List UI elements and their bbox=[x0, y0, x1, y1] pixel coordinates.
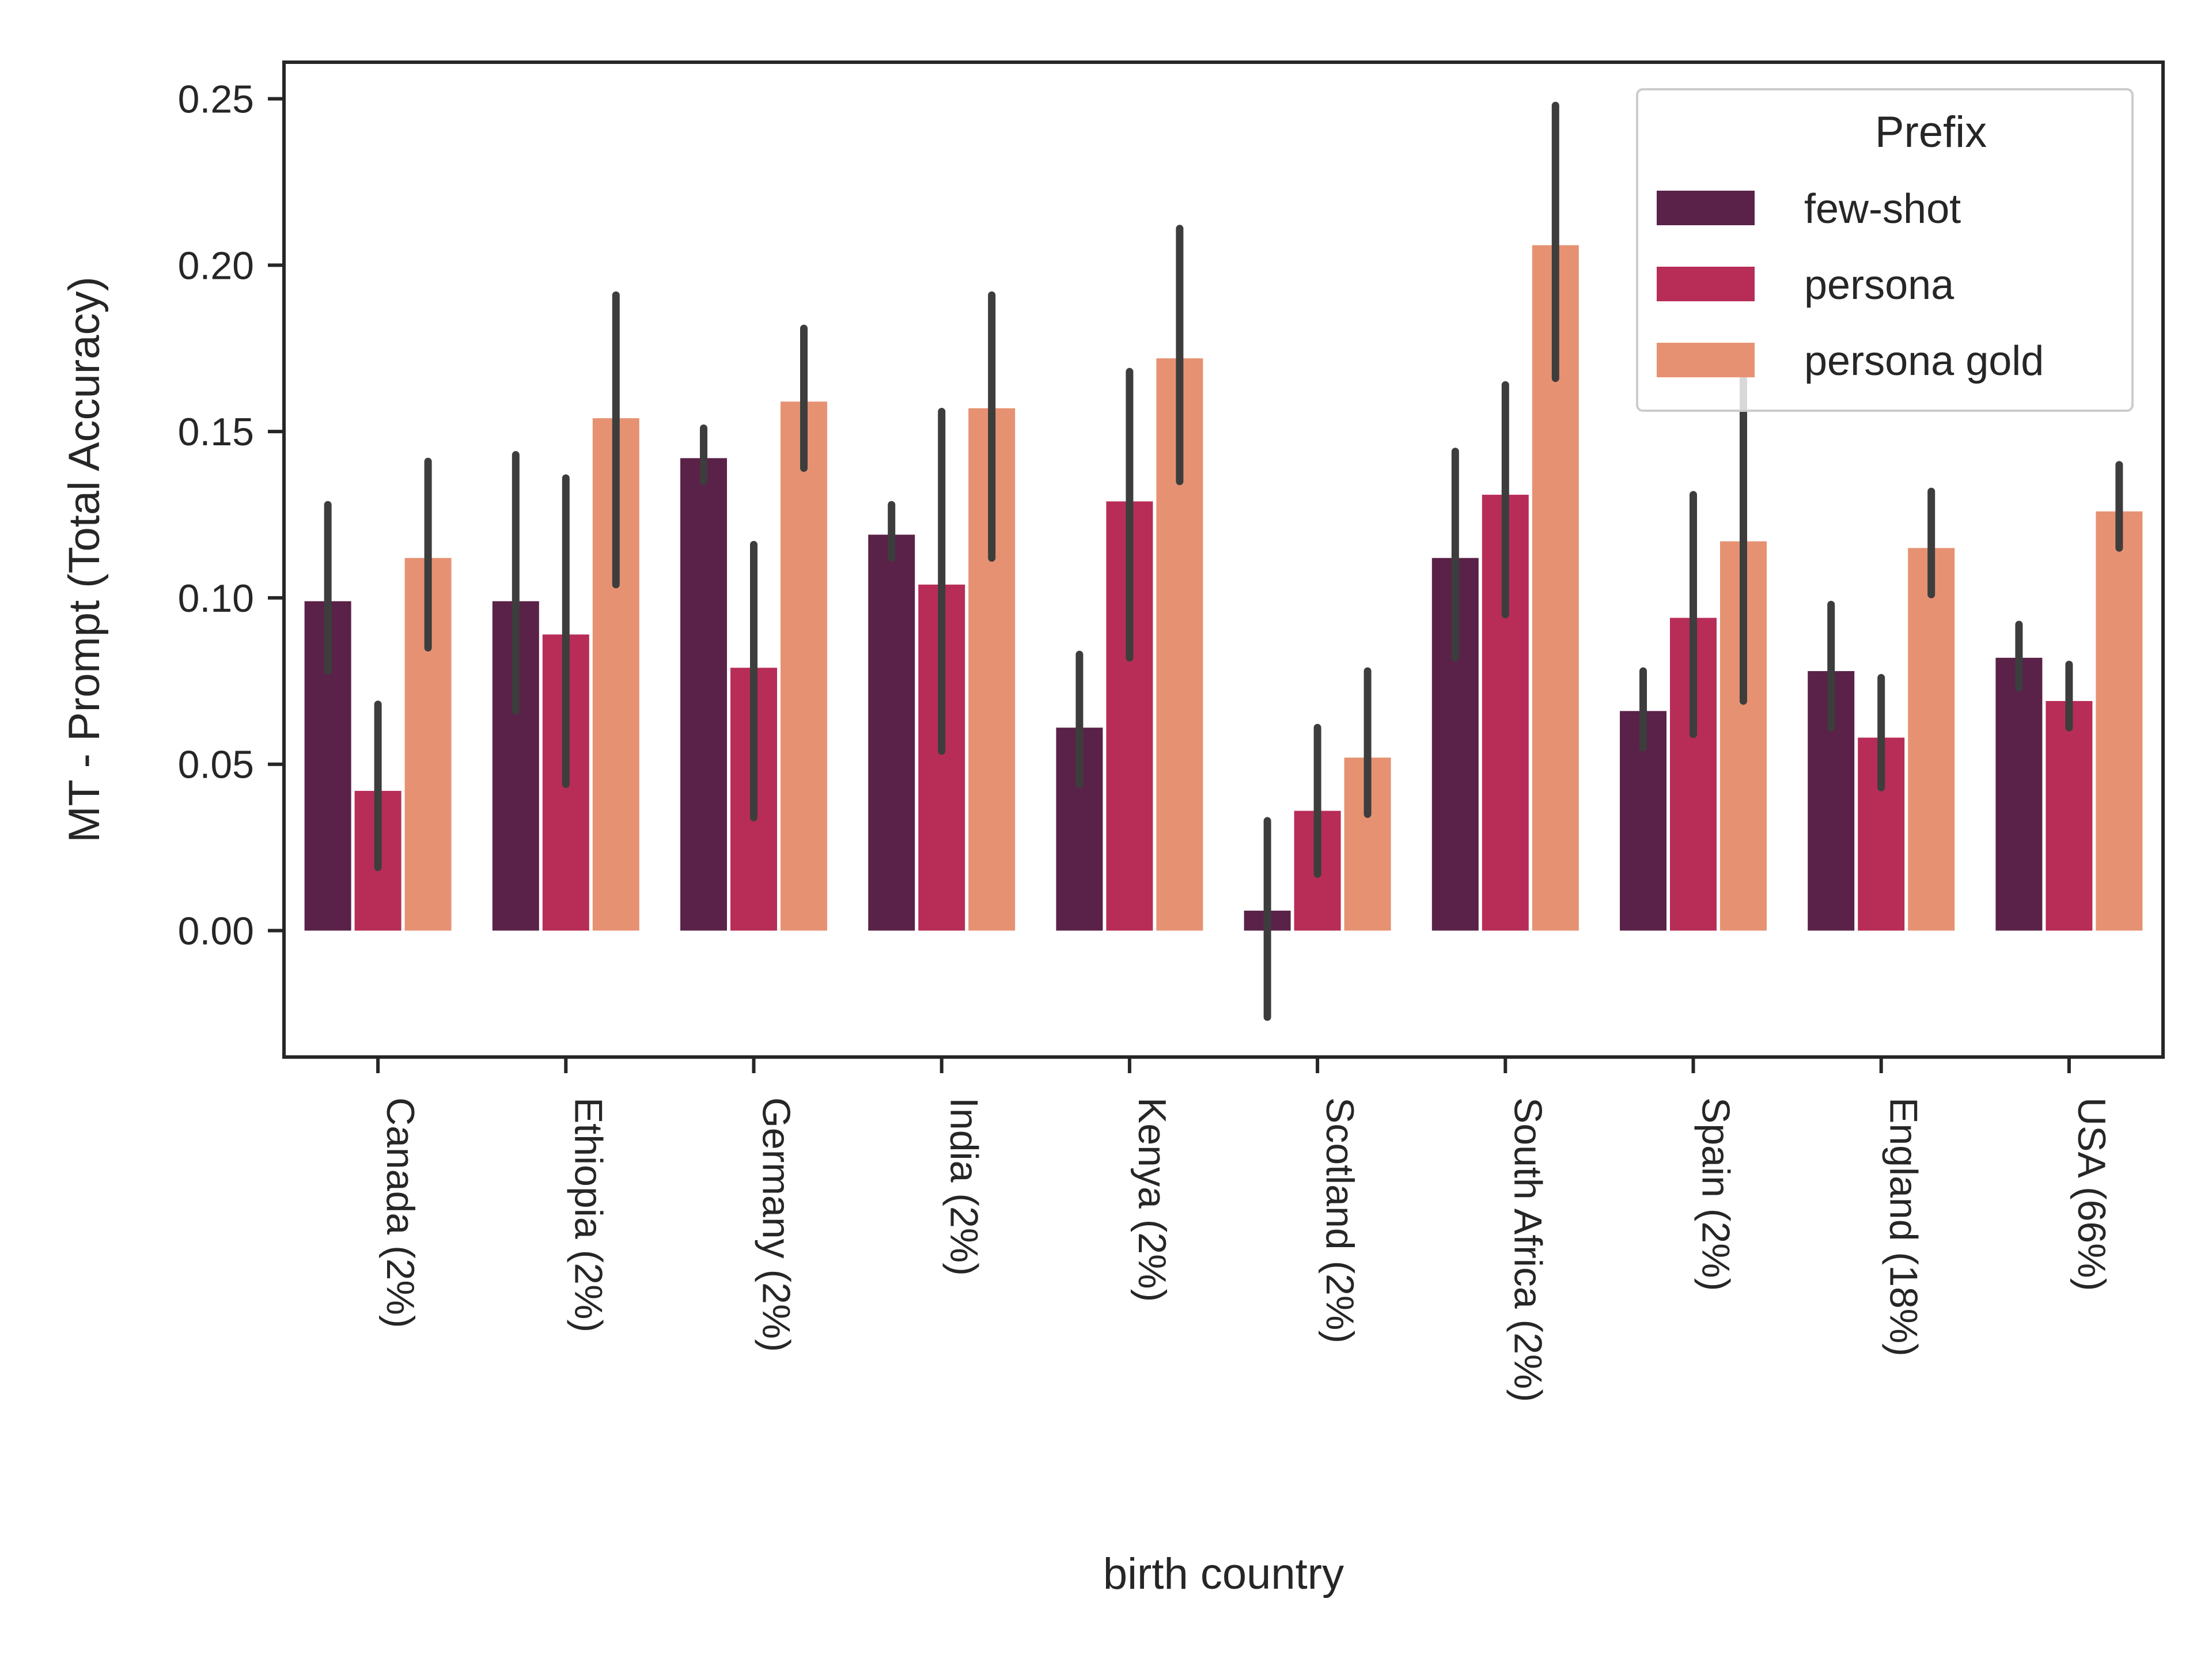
bar-persona-gold bbox=[780, 402, 827, 931]
bar-few-shot bbox=[680, 458, 728, 931]
bar-few-shot bbox=[868, 535, 915, 931]
y-tick-label: 0.05 bbox=[178, 743, 254, 787]
legend-box bbox=[1636, 88, 2134, 412]
legend-swatch-few-shot bbox=[1657, 191, 1755, 225]
x-tick-label: Scotland (2%) bbox=[1318, 1097, 1362, 1343]
legend: Prefix few-shot persona persona gold bbox=[1636, 88, 2134, 412]
bar-persona-gold bbox=[1908, 548, 1955, 931]
y-tick-label: 0.10 bbox=[178, 577, 254, 620]
y-tick-label: 0.25 bbox=[178, 78, 254, 122]
x-tick-label: Germany (2%) bbox=[755, 1097, 798, 1352]
x-tick-label: India (2%) bbox=[942, 1097, 986, 1276]
legend-label: persona gold bbox=[1804, 338, 2044, 384]
x-tick-label: England (18%) bbox=[1882, 1097, 1926, 1357]
y-axis-label: MT - Prompt (Total Accuracy) bbox=[60, 276, 109, 843]
legend-title: Prefix bbox=[1875, 108, 1987, 157]
legend-label: persona bbox=[1804, 262, 1955, 308]
x-tick-label: Spain (2%) bbox=[1694, 1097, 1738, 1291]
y-axis: 0.00 0.05 0.10 0.15 0.20 0.25 bbox=[178, 78, 284, 953]
plot-frame bbox=[282, 60, 2165, 1059]
error-bars-layer bbox=[324, 101, 2123, 1021]
legend-swatch-persona bbox=[1657, 267, 1755, 301]
legend-items: few-shot persona persona gold bbox=[1657, 186, 2044, 384]
legend-swatch-persona-gold bbox=[1657, 343, 1755, 377]
x-tick-label: Ethiopia (2%) bbox=[566, 1097, 610, 1332]
x-axis: Canada (2%) Ethiopia (2%) Germany (2%) Indi… bbox=[376, 1057, 2113, 1402]
x-tick-label: South Africa (2%) bbox=[1506, 1097, 1550, 1402]
x-tick-label: USA (66%) bbox=[2070, 1097, 2113, 1291]
y-tick-label: 0.15 bbox=[178, 410, 254, 454]
x-axis-label: birth country bbox=[1103, 1550, 1344, 1599]
y-tick-label: 0.00 bbox=[178, 910, 254, 953]
bar-persona-gold bbox=[2096, 511, 2143, 931]
legend-label: few-shot bbox=[1804, 186, 1961, 232]
x-tick-label: Kenya (2%) bbox=[1130, 1097, 1174, 1302]
bar-persona bbox=[2046, 700, 2093, 931]
y-tick-label: 0.20 bbox=[178, 244, 254, 287]
bar-few-shot bbox=[1995, 657, 2043, 931]
bars-layer bbox=[304, 245, 2143, 931]
x-tick-label: Canada (2%) bbox=[378, 1097, 422, 1328]
